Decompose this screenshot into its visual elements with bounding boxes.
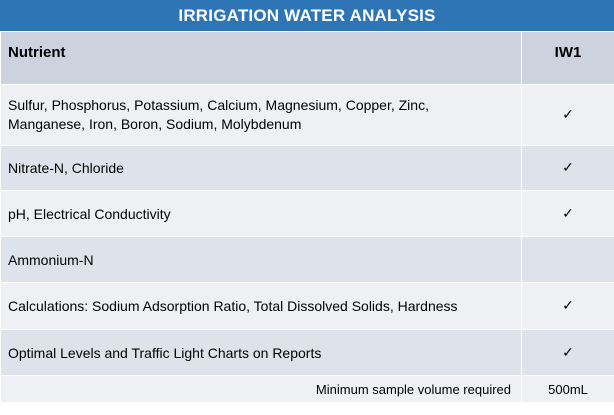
nutrient-cell: Ammonium-N <box>0 236 522 283</box>
nutrient-cell: Optimal Levels and Traffic Light Charts … <box>0 329 522 376</box>
sample-volume-value: 500mL <box>521 375 614 403</box>
nutrient-text-line: Sulfur, Phosphorus, Potassium, Calcium, … <box>8 97 429 113</box>
checkmark-icon: ✓ <box>521 329 614 376</box>
table-row: Optimal Levels and Traffic Light Charts … <box>0 329 614 376</box>
header-nutrient: Nutrient <box>0 31 522 85</box>
nutrient-cell: Sulfur, Phosphorus, Potassium, Calcium, … <box>0 84 522 146</box>
checkmark-icon: ✓ <box>521 282 614 330</box>
nutrient-text-line: Manganese, Iron, Boron, Sodium, Molybden… <box>8 116 302 132</box>
empty-check-cell <box>521 236 614 283</box>
table-title: IRRIGATION WATER ANALYSIS <box>0 0 614 31</box>
nutrient-cell: Nitrate-N, Chloride <box>0 145 522 191</box>
nutrient-grid: Nutrient IW1 Sulfur, Phosphorus, Potassi… <box>0 31 614 403</box>
table-row: pH, Electrical Conductivity ✓ <box>0 190 614 237</box>
checkmark-icon: ✓ <box>521 145 614 191</box>
nutrient-cell: Calculations: Sodium Adsorption Ratio, T… <box>0 282 522 330</box>
checkmark-icon: ✓ <box>521 190 614 237</box>
table-row: Sulfur, Phosphorus, Potassium, Calcium, … <box>0 84 614 146</box>
footer-row: Minimum sample volume required 500mL <box>0 375 614 403</box>
table-row: Ammonium-N <box>0 236 614 283</box>
header-row: Nutrient IW1 <box>0 31 614 85</box>
header-iw1: IW1 <box>521 31 614 85</box>
sample-volume-label: Minimum sample volume required <box>0 375 522 403</box>
checkmark-icon: ✓ <box>521 84 614 146</box>
nutrient-cell: pH, Electrical Conductivity <box>0 190 522 237</box>
table-row: Calculations: Sodium Adsorption Ratio, T… <box>0 282 614 330</box>
table-row: Nitrate-N, Chloride ✓ <box>0 145 614 191</box>
